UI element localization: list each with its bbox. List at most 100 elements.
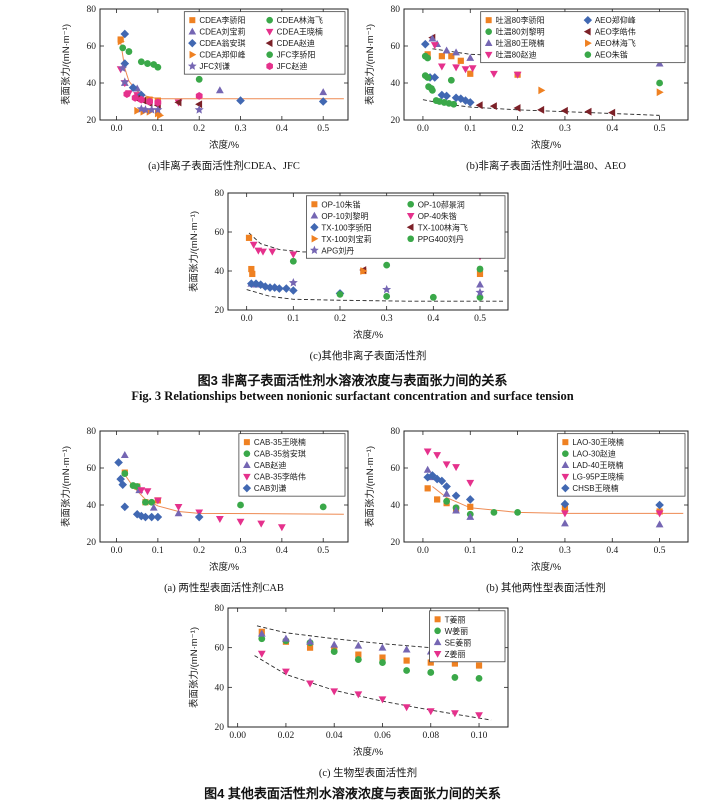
svg-text:LAO-30王晓楠: LAO-30王晓楠: [572, 437, 624, 447]
fig3-caption-en: Fig. 3 Relationships between nonionic su…: [131, 389, 574, 403]
svg-text:OP-10郝景润: OP-10郝景润: [418, 199, 465, 209]
svg-text:CAB赵迪: CAB赵迪: [254, 460, 286, 470]
fig4-caption-zh: 图4 其他表面活性剂水溶液浓度与表面张力间的关系: [204, 786, 501, 801]
fig3-panel-c-plot: 0.0 0.1 0.2 0.3 0.4 0.5 20 40 60 80 浓度/% 表面张力/(mN·m…: [186, 186, 520, 347]
fig4-panel-a-caption: (a) 两性型表面活性剂CAB: [164, 583, 284, 594]
svg-text:Z姜丽: Z姜丽: [445, 649, 466, 659]
svg-text:CHSB王晓楠: CHSB王晓楠: [572, 483, 618, 493]
svg-text:0.02: 0.02: [278, 731, 295, 741]
svg-text:40: 40: [87, 79, 97, 89]
svg-text:浓度/%: 浓度/%: [209, 561, 240, 573]
svg-text:60: 60: [391, 464, 401, 474]
svg-text:AEO郑仰峰: AEO郑仰峰: [595, 15, 636, 25]
svg-text:表面张力/(mN·m⁻¹): 表面张力/(mN·m⁻¹): [60, 24, 72, 105]
svg-text:0.0: 0.0: [241, 314, 253, 324]
svg-text:60: 60: [215, 228, 225, 238]
svg-text:0.3: 0.3: [235, 546, 247, 556]
svg-text:0.1: 0.1: [464, 124, 476, 134]
svg-text:0.5: 0.5: [654, 124, 666, 134]
fig3c-svg: 0.0 0.1 0.2 0.3 0.4 0.5 20 40 60 80 浓度/% 表面张力/(mN·m…: [188, 189, 509, 341]
fig4-panel-b-caption: (b) 其他两性型表面活性剂: [486, 583, 606, 594]
fig4-panel-a-plot: 0.0 0.1 0.2 0.3 0.4 0.5 20 40 60 80 浓度/% 表面张力/(mN·m…: [58, 424, 360, 579]
svg-text:40: 40: [87, 501, 97, 511]
svg-text:浓度/%: 浓度/%: [531, 139, 562, 151]
svg-text:W姜丽: W姜丽: [445, 626, 469, 636]
svg-text:吐温80刘黎明: 吐温80刘黎明: [496, 27, 545, 37]
svg-text:0.4: 0.4: [276, 124, 288, 134]
svg-text:40: 40: [215, 267, 225, 277]
svg-text:0.4: 0.4: [427, 314, 439, 324]
svg-text:0.1: 0.1: [464, 546, 476, 556]
svg-text:表面张力/(mN·m⁻¹): 表面张力/(mN·m⁻¹): [188, 627, 200, 708]
svg-text:60: 60: [391, 42, 401, 52]
fig4b-svg: 0.0 0.1 0.2 0.3 0.4 0.5 20 40 60 80 浓度/% 表面张力/(mN·m…: [364, 427, 689, 573]
svg-text:0.2: 0.2: [512, 124, 524, 134]
svg-text:CDEA刘宝莉: CDEA刘宝莉: [199, 27, 245, 37]
svg-text:表面张力/(mN·m⁻¹): 表面张力/(mN·m⁻¹): [364, 24, 376, 105]
svg-text:TX-100李骄阳: TX-100李骄阳: [321, 222, 371, 232]
fig3-panel-b-caption: (b)非离子表面活性剂吐温80、AEO: [466, 161, 626, 172]
svg-text:浓度/%: 浓度/%: [353, 746, 384, 758]
fig3-panel-c-caption: (c)其他非离子表面活性剂: [309, 351, 427, 362]
svg-text:0.04: 0.04: [326, 731, 343, 741]
svg-text:0.5: 0.5: [317, 546, 329, 556]
fig3-caption-zh: 图3 非离子表面活性剂水溶液浓度与表面张力间的关系: [197, 373, 508, 388]
svg-text:吐温80王晓楠: 吐温80王晓楠: [496, 38, 545, 48]
svg-text:0.5: 0.5: [474, 314, 486, 324]
svg-text:0.2: 0.2: [193, 124, 205, 134]
svg-text:0.00: 0.00: [229, 731, 246, 741]
svg-text:JFC赵迪: JFC赵迪: [277, 61, 308, 71]
fig4c-svg: 0.00 0.02 0.04 0.06 0.08 0.10 20 40 60 80 浓度/% 表面张力…: [188, 604, 509, 758]
svg-text:0.4: 0.4: [606, 546, 618, 556]
svg-text:0.3: 0.3: [559, 124, 571, 134]
svg-text:CDEA林海飞: CDEA林海飞: [277, 15, 323, 25]
fig3b-svg: 0.0 0.1 0.2 0.3 0.4 0.5 20 40 60 80 浓度/% 表面张力/(mN·m…: [364, 5, 689, 151]
svg-text:0.06: 0.06: [374, 731, 391, 741]
svg-text:TX-100林海飞: TX-100林海飞: [418, 222, 468, 232]
fig3a-svg: 0.0 0.1 0.2 0.3 0.4 0.5 20 40 60 80 浓度/% 表面张力/(mN·m…: [60, 5, 349, 151]
svg-text:AEO李皓伟: AEO李皓伟: [595, 27, 636, 37]
svg-text:80: 80: [87, 427, 97, 437]
fig4-panel-a: 0.0 0.1 0.2 0.3 0.4 0.5 20 40 60 80 浓度/% 表面张力/(mN·m…: [58, 424, 360, 595]
svg-text:0.3: 0.3: [381, 314, 393, 324]
svg-text:80: 80: [215, 604, 225, 614]
svg-text:LG-95P王晓楠: LG-95P王晓楠: [572, 472, 624, 482]
fig3-panel-a: 0.0 0.1 0.2 0.3 0.4 0.5 20 40 60 80 浓度/% 表面张力/(mN·m…: [58, 2, 360, 173]
fig4-panel-c: 0.00 0.02 0.04 0.06 0.08 0.10 20 40 60 80 浓度/% 表面张力…: [186, 601, 520, 780]
svg-text:LAO-30赵迪: LAO-30赵迪: [572, 449, 616, 459]
svg-text:CDEA王晓楠: CDEA王晓楠: [277, 27, 323, 37]
svg-text:AEO林海飞: AEO林海飞: [595, 38, 636, 48]
svg-text:CDEA赵迪: CDEA赵迪: [277, 38, 315, 48]
svg-text:0.4: 0.4: [276, 546, 288, 556]
svg-text:CAB-35王晓楠: CAB-35王晓楠: [254, 437, 306, 447]
svg-text:0.0: 0.0: [111, 124, 123, 134]
svg-text:LAD-40王晓楠: LAD-40王晓楠: [572, 460, 623, 470]
svg-text:OP-40朱锴: OP-40朱锴: [418, 211, 457, 221]
svg-text:JFC刘谦: JFC刘谦: [199, 61, 230, 71]
fig4-panel-c-plot: 0.00 0.02 0.04 0.06 0.08 0.10 20 40 60 80 浓度/% 表面张力…: [186, 601, 520, 764]
svg-text:浓度/%: 浓度/%: [209, 139, 240, 151]
svg-text:OP-10朱锴: OP-10朱锴: [321, 199, 360, 209]
svg-text:0.0: 0.0: [111, 546, 123, 556]
svg-text:80: 80: [87, 5, 97, 15]
svg-text:0.0: 0.0: [417, 124, 429, 134]
svg-text:20: 20: [87, 116, 97, 126]
svg-text:OP-10刘黎明: OP-10刘黎明: [321, 211, 368, 221]
svg-text:0.1: 0.1: [152, 124, 164, 134]
svg-text:60: 60: [87, 42, 97, 52]
svg-text:80: 80: [391, 427, 401, 437]
svg-text:TX-100刘宝莉: TX-100刘宝莉: [321, 234, 371, 244]
svg-text:浓度/%: 浓度/%: [531, 561, 562, 573]
fig4a-svg: 0.0 0.1 0.2 0.3 0.4 0.5 20 40 60 80 浓度/% 表面张力/(mN·m…: [60, 427, 349, 573]
svg-text:浓度/%: 浓度/%: [353, 329, 384, 341]
svg-text:吐温80赵迪: 吐温80赵迪: [496, 50, 537, 60]
svg-text:0.2: 0.2: [334, 314, 346, 324]
svg-text:20: 20: [391, 116, 401, 126]
svg-text:0.2: 0.2: [193, 546, 205, 556]
svg-text:APG刘丹: APG刘丹: [321, 245, 354, 255]
svg-text:80: 80: [391, 5, 401, 15]
svg-text:0.4: 0.4: [606, 124, 618, 134]
svg-text:JFC李骄阳: JFC李骄阳: [277, 50, 316, 60]
svg-text:60: 60: [215, 644, 225, 654]
